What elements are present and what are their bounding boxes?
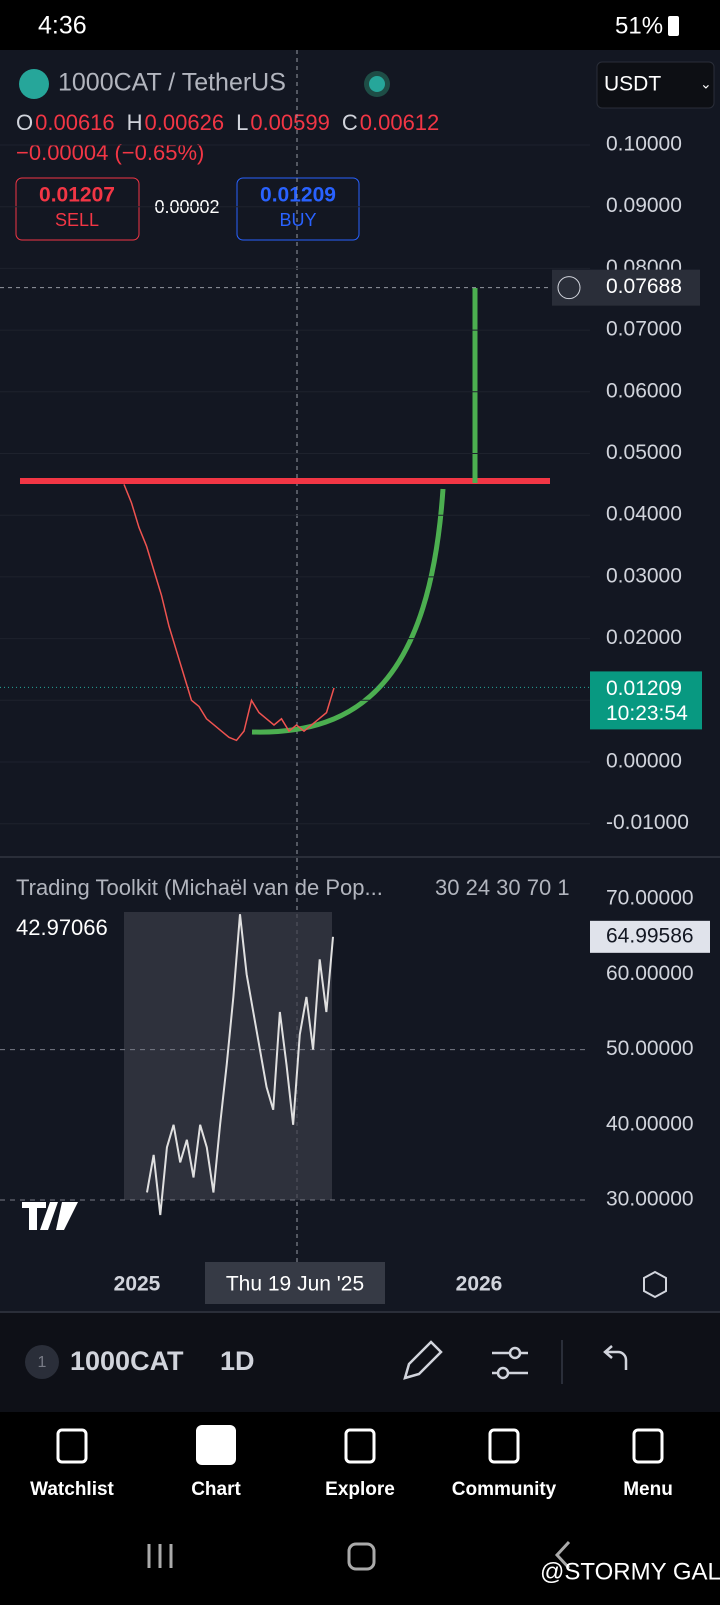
y-tick-label: 0.02000	[606, 626, 682, 649]
indicator-params: 30 24 30 70 1	[435, 875, 570, 900]
rsi-line	[146, 914, 334, 1216]
cup-curve	[251, 488, 446, 735]
draw-icon[interactable]	[403, 1340, 443, 1380]
toolbar-interval[interactable]: 1D	[220, 1346, 255, 1376]
nav-bar: Watchlist Chart Explore Community Menu	[30, 1425, 673, 1500]
sell-label[interactable]: SELL	[55, 210, 99, 230]
badge-bg	[25, 1345, 59, 1379]
ohlc-key: L	[236, 110, 248, 135]
y-tick-label: 0.04000	[606, 503, 682, 526]
nav-icon	[632, 1428, 664, 1464]
coin-logo	[19, 69, 49, 99]
ohlc-key: H	[127, 110, 143, 135]
price-line	[123, 484, 335, 742]
toolbar-bg	[0, 1312, 720, 1412]
nav-icon	[344, 1428, 376, 1464]
nav-icon	[56, 1428, 88, 1464]
caret: ⌄	[700, 76, 712, 92]
y-tick-label: 60.00000	[606, 962, 694, 985]
sell-button[interactable]	[15, 177, 140, 241]
nav-label[interactable]: Menu	[623, 1479, 673, 1500]
settings-icon[interactable]	[643, 1270, 667, 1299]
battery: 51%	[615, 12, 663, 39]
undo-icon[interactable]	[603, 1345, 628, 1370]
y-tick-label: 70.00000	[606, 887, 694, 910]
nav-label[interactable]: Explore	[325, 1479, 395, 1500]
y-tick-label: 0.05000	[606, 441, 682, 464]
last-price-box	[590, 671, 702, 730]
crosshair-time-box	[205, 1262, 385, 1304]
y-tick-label: -0.01000	[606, 811, 689, 834]
y-tick-label: 0.07000	[606, 318, 682, 341]
ohlc-key: O	[16, 110, 33, 135]
currency-select[interactable]	[596, 61, 715, 109]
system-nav	[147, 1540, 571, 1571]
sell-price[interactable]: 0.01207	[39, 184, 115, 207]
buy-label[interactable]: BUY	[279, 210, 316, 230]
status-dot-inner	[369, 76, 385, 92]
watermark: @STORMY GAL	[540, 1558, 720, 1585]
ohlc-value: 0.00599	[250, 110, 330, 135]
ohlc-value: 0.00612	[360, 110, 440, 135]
add-alert[interactable]	[557, 276, 581, 300]
crosshair-price-box	[552, 269, 700, 306]
crosshair-price: 0.07688	[606, 275, 682, 298]
nav-icon	[488, 1428, 520, 1464]
rsi-last-box	[590, 920, 710, 953]
clock: 4:36	[38, 12, 87, 40]
crosshair-time: Thu 19 Jun '25	[226, 1273, 364, 1296]
y-tick-label: 30.00000	[606, 1188, 694, 1211]
y-tick-label: 0.03000	[606, 564, 682, 587]
countdown: 10:23:54	[606, 702, 688, 725]
indicator-title: Trading Toolkit (Michaël van de Pop...	[16, 875, 383, 900]
battery-icon	[668, 16, 679, 36]
ohlc: O 0.00616 H 0.00626 L 0.00599 C 0.00612	[16, 110, 439, 135]
nav-label[interactable]: Community	[452, 1479, 557, 1500]
tv-logo	[22, 1202, 78, 1230]
badge: 1	[38, 1354, 47, 1371]
currency[interactable]: USDT	[604, 73, 661, 96]
symbol: 1000CAT / TetherUS	[58, 69, 286, 97]
y-tick-label: 0.10000	[606, 133, 682, 156]
settings-sliders[interactable]	[492, 1346, 528, 1380]
x-label: 2025	[114, 1273, 161, 1296]
nav-label[interactable]: Chart	[191, 1479, 241, 1500]
ohlc-value: 0.00626	[145, 110, 225, 135]
change: −0.00004 (−0.65%)	[16, 140, 204, 165]
nav-icon-bg	[196, 1425, 236, 1465]
buy-button[interactable]	[236, 177, 360, 241]
nav-label[interactable]: Watchlist	[30, 1479, 114, 1500]
last-price: 0.01209	[606, 677, 682, 700]
y-tick-label: 40.00000	[606, 1112, 694, 1135]
y-tick-label: 50.00000	[606, 1037, 694, 1060]
ohlc-key: C	[342, 110, 358, 135]
toolbar-symbol[interactable]: 1000CAT	[70, 1346, 184, 1376]
ohlc-value: 0.00616	[35, 110, 115, 135]
buy-price[interactable]: 0.01209	[260, 184, 336, 207]
x-label: 2026	[456, 1273, 503, 1296]
y-tick-label: 0.09000	[606, 194, 682, 217]
y-tick-label: 0.06000	[606, 379, 682, 402]
y-tick-label: 0.00000	[606, 750, 682, 773]
rsi-last-value: 64.99586	[606, 924, 694, 947]
indicator-value: 42.97066	[16, 915, 108, 940]
